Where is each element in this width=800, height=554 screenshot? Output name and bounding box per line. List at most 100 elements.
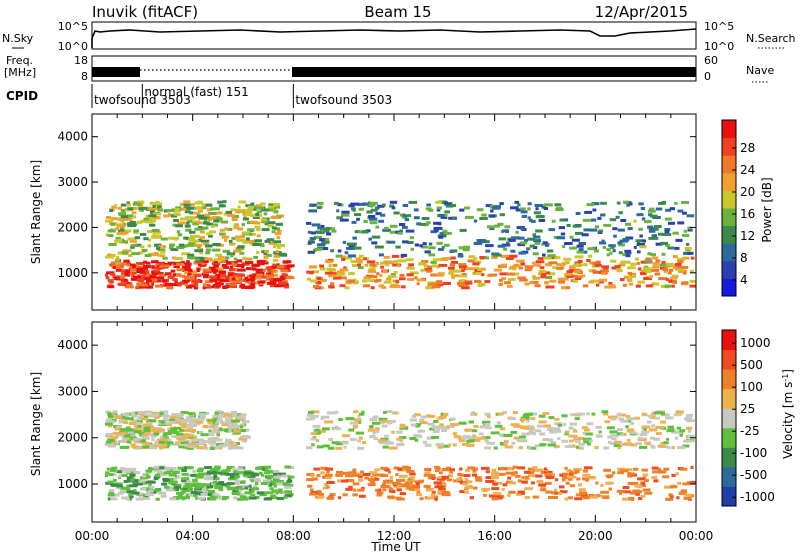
- echo-cell: [431, 285, 441, 289]
- echo-cell: [199, 279, 203, 283]
- echo-cell: [484, 412, 491, 416]
- echo-cell: [159, 262, 164, 266]
- echo-cell: [325, 271, 332, 275]
- echo-cell: [174, 257, 184, 260]
- echo-cell: [205, 248, 211, 252]
- echo-cell: [635, 284, 641, 288]
- echo-cell: [683, 439, 690, 443]
- echo-cell: [459, 467, 463, 471]
- freq-tick-top: 18: [74, 54, 88, 67]
- echo-cell: [437, 247, 444, 251]
- echo-cell: [687, 228, 693, 232]
- nave-tick-top: 60: [704, 54, 718, 67]
- echo-cell: [105, 219, 114, 223]
- echo-cell: [391, 206, 396, 210]
- echo-cell: [583, 228, 591, 232]
- echo-cell: [633, 467, 639, 471]
- echo-cell: [345, 417, 355, 421]
- echo-cell: [574, 261, 582, 265]
- echo-cell: [480, 273, 485, 277]
- echo-cell: [547, 427, 555, 430]
- echo-cell: [182, 269, 188, 272]
- echo-cell: [491, 473, 499, 477]
- echo-cell: [314, 428, 320, 432]
- echo-cell: [562, 423, 567, 427]
- echo-cell: [202, 213, 211, 217]
- echo-cell: [174, 237, 178, 241]
- echo-cell: [449, 417, 456, 421]
- echo-cell: [373, 437, 379, 441]
- echo-cell: [147, 238, 152, 242]
- echo-cell: [116, 255, 120, 259]
- echo-cell: [628, 276, 633, 280]
- echo-cell: [252, 487, 260, 491]
- colorbar-frame: [721, 329, 737, 507]
- echo-cell: [331, 441, 339, 445]
- echo-cell: [306, 270, 314, 274]
- echo-cell: [187, 219, 193, 223]
- echo-cell: [493, 446, 498, 450]
- echo-cell: [138, 285, 147, 289]
- echo-cell: [246, 267, 252, 271]
- echo-cell: [679, 429, 686, 433]
- echo-cell: [534, 444, 540, 448]
- echo-cell: [206, 232, 211, 236]
- ytick-label: 3000: [57, 384, 88, 398]
- echo-cell: [457, 436, 462, 440]
- echo-cell: [566, 224, 571, 227]
- echo-cell: [314, 247, 322, 251]
- echo-cell: [681, 201, 689, 204]
- echo-cell: [114, 427, 122, 431]
- velocity-colorbar-label: Velocity [m s-1]: [781, 369, 795, 459]
- echo-cell: [138, 251, 143, 255]
- echo-cell: [650, 236, 659, 240]
- echo-cell: [591, 269, 596, 273]
- echo-cell: [622, 486, 630, 489]
- echo-cell: [411, 414, 417, 418]
- echo-cell: [660, 412, 665, 416]
- echo-cell: [554, 417, 560, 421]
- echo-cell: [634, 416, 640, 420]
- echo-cell: [655, 432, 662, 435]
- echo-cell: [358, 478, 364, 482]
- echo-cell: [548, 416, 555, 420]
- echo-cell: [458, 439, 466, 443]
- echo-cell: [163, 417, 168, 421]
- echo-cell: [537, 257, 544, 261]
- colorbar-tick-label: 8: [740, 251, 748, 265]
- echo-cell: [335, 474, 343, 477]
- echo-cell: [648, 428, 658, 432]
- echo-cell: [392, 279, 399, 283]
- echo-cell: [175, 206, 182, 210]
- echo-cell: [183, 276, 193, 280]
- echo-cell: [197, 238, 202, 242]
- echo-cell: [260, 208, 270, 212]
- echo-cell: [689, 284, 696, 288]
- echo-cell: [366, 210, 373, 214]
- echo-cell: [190, 270, 197, 274]
- echo-cell: [137, 200, 145, 204]
- echo-cell: [220, 273, 227, 277]
- echo-cell: [663, 467, 670, 471]
- echo-cell: [667, 246, 674, 250]
- echo-cell: [136, 267, 145, 271]
- echo-cell: [575, 469, 580, 473]
- echo-cell: [253, 484, 258, 488]
- echo-cell: [201, 239, 210, 243]
- echo-cell: [361, 230, 369, 234]
- echo-cell: [194, 249, 204, 253]
- echo-cell: [667, 425, 674, 429]
- echo-cell: [350, 202, 360, 206]
- echo-cell: [677, 446, 686, 450]
- echo-cell: [464, 478, 468, 482]
- echo-cell: [616, 432, 624, 436]
- echo-cell: [448, 271, 455, 275]
- echo-cell: [535, 474, 543, 478]
- echo-cell: [200, 257, 207, 261]
- echo-cell: [187, 253, 195, 257]
- echo-cell: [404, 218, 409, 222]
- echo-cell: [464, 490, 470, 494]
- echo-cell: [524, 282, 530, 286]
- echo-cell: [647, 252, 652, 256]
